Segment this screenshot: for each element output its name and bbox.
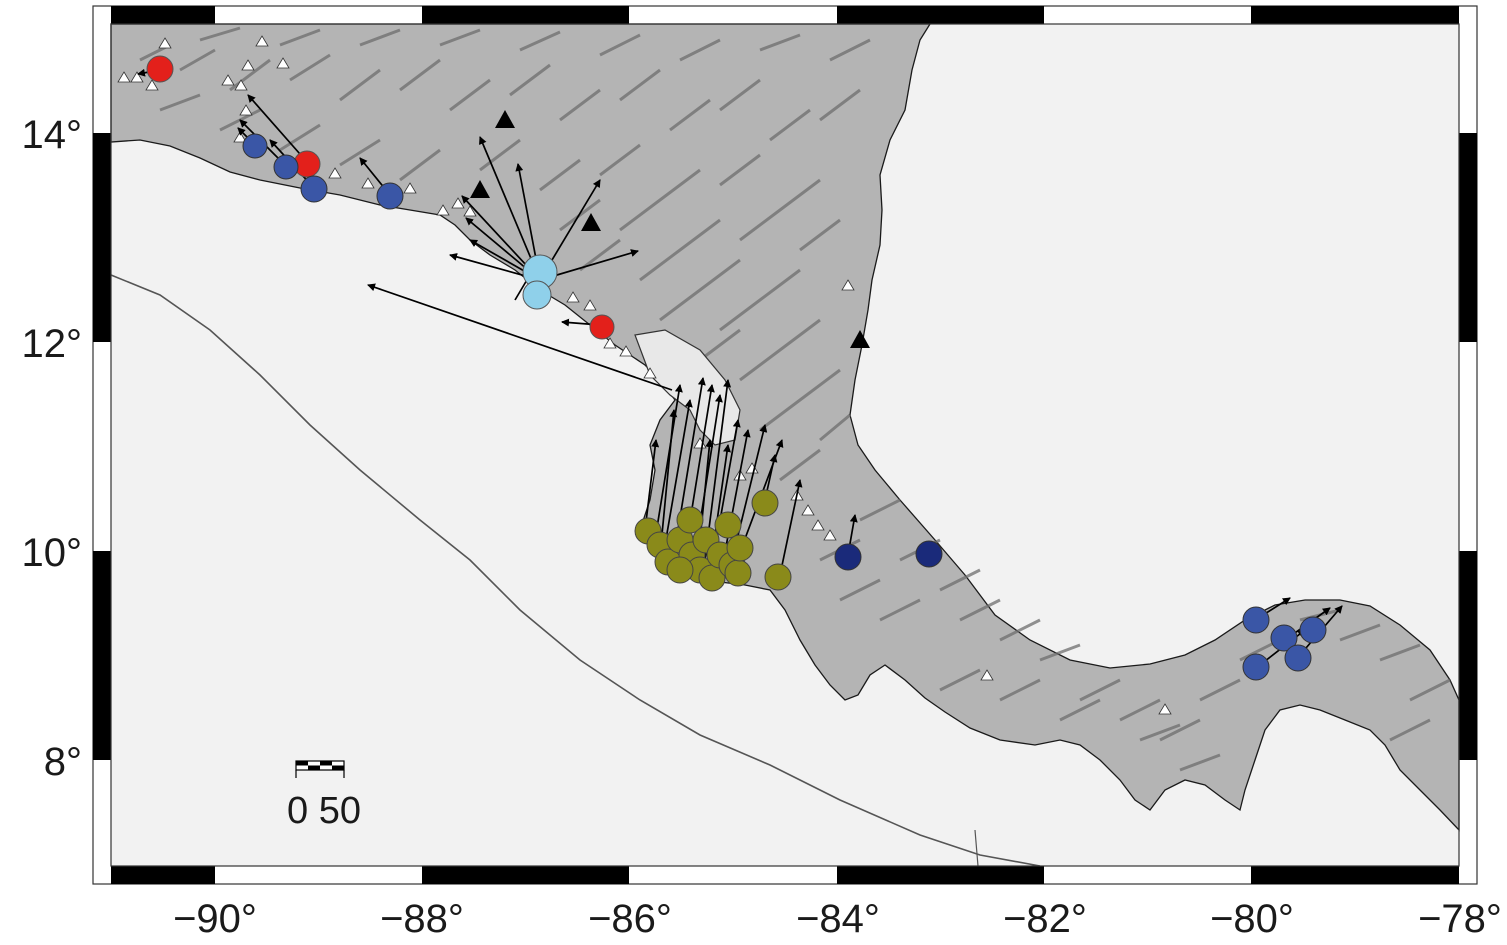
triangle-icon — [495, 110, 515, 128]
x-tick-label: −86° — [588, 897, 672, 941]
arrow-icon — [644, 439, 660, 531]
triangle-icon — [255, 35, 269, 47]
x-tick-label: −82° — [1003, 897, 1087, 941]
triangle-icon — [276, 57, 290, 69]
station-blue — [300, 175, 328, 203]
station-blue — [1284, 644, 1312, 672]
stations-navy — [834, 540, 943, 571]
station-olive — [714, 511, 742, 539]
station-navy — [834, 543, 862, 571]
triangle-icon — [403, 182, 417, 194]
scale-bar-label: 0 50 — [287, 790, 361, 832]
lake — [634, 329, 741, 446]
stations-blue — [242, 133, 1327, 681]
triangle-icon — [811, 519, 825, 531]
station-light-blue — [522, 280, 552, 310]
x-tick-label: −80° — [1210, 897, 1294, 941]
land-mass — [110, 23, 1460, 832]
station-navy — [915, 540, 943, 568]
x-tick-label: −90° — [173, 897, 257, 941]
arrow-icon — [659, 409, 678, 556]
triangle-icon — [619, 345, 633, 357]
map-frame-inner — [110, 23, 1460, 867]
station-blue — [273, 154, 299, 180]
triangle-icon — [643, 367, 657, 379]
arrow-icon — [664, 399, 693, 546]
triangle-icon — [603, 337, 617, 349]
triangle-icon — [233, 131, 247, 143]
y-tick-label: 8° — [44, 740, 82, 784]
station-blue — [1242, 606, 1270, 634]
volcano-markers — [117, 35, 1172, 715]
station-olive — [676, 506, 704, 534]
station-blue — [376, 182, 404, 210]
station-olive — [764, 563, 792, 591]
triangle-icon — [583, 299, 597, 311]
triangle-icon — [145, 79, 159, 91]
y-tick-label: 14° — [22, 113, 83, 157]
arrow-icon — [479, 136, 541, 281]
triangle-icon — [463, 205, 477, 217]
station-blue — [1270, 624, 1298, 652]
y-tick-label: 12° — [22, 322, 83, 366]
triangle-icon — [841, 279, 855, 291]
station-olive — [666, 556, 694, 584]
triangle-icon — [130, 71, 144, 83]
x-tick-label: −88° — [380, 897, 464, 941]
triangle-icon — [801, 504, 815, 516]
triangle-icon — [221, 74, 235, 86]
triangle-icon — [581, 213, 601, 231]
triangle-icon — [850, 330, 870, 348]
station-blue — [1299, 616, 1327, 644]
trench-line — [110, 274, 1041, 867]
station-olive — [726, 534, 754, 562]
arrow-icon — [779, 479, 803, 576]
triangle-icon — [823, 529, 837, 541]
station-blue — [242, 133, 268, 159]
triangle-icon — [566, 291, 580, 303]
arrow-icon — [367, 283, 673, 391]
terrain-relief — [139, 26, 1451, 772]
stations-light-blue — [522, 254, 558, 310]
arrow-icon — [247, 94, 308, 163]
x-axis-labels: −90° −88° −86° −84° −82° −80° −78° — [173, 897, 1502, 941]
triangle-icon — [451, 197, 465, 209]
frame-bars — [93, 6, 1477, 884]
stations-olive — [634, 489, 792, 592]
y-axis-labels: 14° 12° 10° 8° — [22, 113, 83, 784]
triangle-icon — [361, 177, 375, 189]
triangle-icon — [436, 204, 450, 216]
y-tick-label: 10° — [22, 531, 83, 575]
triangle-icon — [117, 71, 131, 83]
volcano-markers-black — [470, 110, 870, 348]
triangle-icon — [1158, 703, 1172, 715]
stations-red — [146, 55, 615, 340]
station-red — [589, 314, 615, 340]
triangle-icon — [234, 79, 248, 91]
triangle-icon — [239, 104, 253, 116]
scale-bar — [295, 760, 345, 778]
triangle-icon — [241, 59, 255, 71]
station-olive — [724, 559, 752, 587]
station-red — [146, 55, 174, 83]
x-tick-label: −78° — [1418, 897, 1502, 941]
triangle-icon — [328, 167, 342, 179]
x-tick-label: −84° — [796, 897, 880, 941]
station-blue — [1242, 653, 1270, 681]
station-olive — [751, 489, 779, 517]
triangle-icon — [980, 669, 994, 681]
triangle-icon — [158, 37, 172, 49]
triangle-icon — [470, 180, 490, 198]
trench-line — [974, 829, 979, 867]
